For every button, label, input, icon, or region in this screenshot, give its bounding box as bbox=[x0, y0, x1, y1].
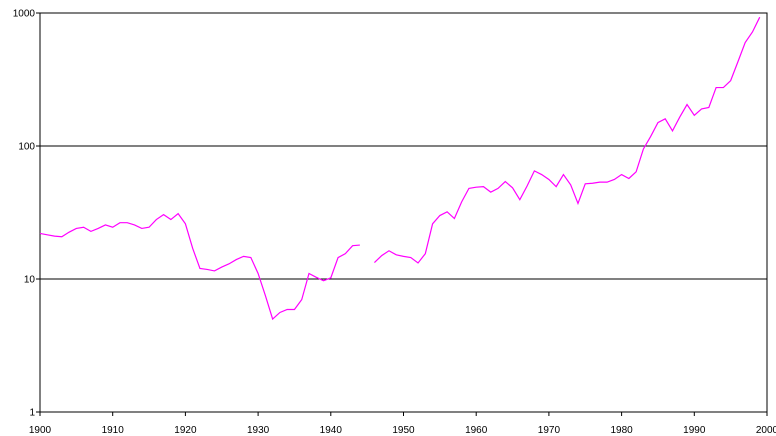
data-line bbox=[374, 16, 761, 264]
y-tick-label: 10 bbox=[24, 275, 36, 286]
x-tick-label: 1960 bbox=[465, 425, 488, 436]
x-tick-label: 1980 bbox=[610, 425, 633, 436]
x-tick-label: 1930 bbox=[247, 425, 270, 436]
x-tick-label: 1910 bbox=[102, 425, 125, 436]
y-tick-label: 1000 bbox=[13, 9, 36, 20]
x-tick-label: 1950 bbox=[392, 425, 415, 436]
x-tick-label: 1990 bbox=[683, 425, 706, 436]
y-tick-label: 100 bbox=[18, 142, 35, 153]
data-line bbox=[39, 212, 360, 321]
x-tick-label: 1940 bbox=[320, 425, 343, 436]
plot-frame bbox=[39, 12, 768, 413]
x-tick-label: 2000 bbox=[756, 425, 776, 436]
x-tick-label: 1920 bbox=[174, 425, 197, 436]
x-tick-label: 1900 bbox=[29, 425, 52, 436]
x-tick-label: 1970 bbox=[538, 425, 561, 436]
y-tick-label: 1 bbox=[29, 408, 35, 419]
